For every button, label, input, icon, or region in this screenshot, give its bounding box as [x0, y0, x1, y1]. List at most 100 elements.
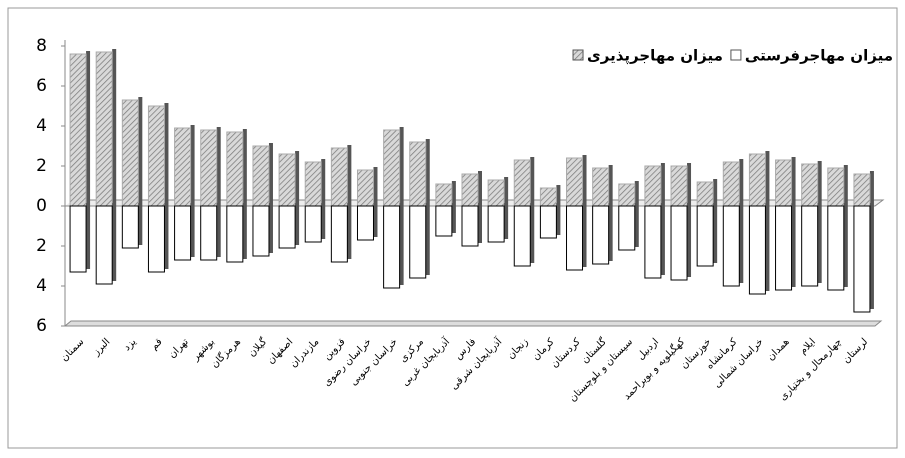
- bar: [487, 205, 505, 243]
- bar: [461, 173, 479, 207]
- bar: [200, 205, 218, 261]
- bar: [539, 187, 557, 207]
- bar: [539, 205, 557, 239]
- bottom-floor: [63, 320, 883, 327]
- bar-side: [478, 171, 482, 203]
- bar: [147, 205, 165, 273]
- bar: [748, 153, 766, 207]
- bar: [121, 99, 139, 207]
- bar-side: [347, 145, 352, 203]
- bar: [748, 205, 766, 295]
- y-tick-label: 8: [36, 36, 47, 56]
- bar-side: [216, 203, 221, 257]
- x-tick-label: زنجان: [505, 336, 530, 361]
- bar-side: [425, 203, 430, 275]
- x-tick-label: هرمزگان: [209, 336, 244, 371]
- frame: [7, 7, 898, 449]
- bar-side: [869, 171, 874, 203]
- y-tick-label: 4: [36, 116, 47, 136]
- bar-side: [112, 49, 117, 203]
- bar-side: [138, 97, 143, 203]
- bar-side: [713, 179, 718, 203]
- bar: [827, 205, 845, 291]
- bar: [226, 131, 244, 207]
- bar: [566, 205, 584, 271]
- bar: [147, 105, 165, 207]
- bar: [226, 205, 244, 263]
- bar: [304, 205, 322, 243]
- bar: [174, 205, 192, 261]
- bar-side: [86, 51, 91, 203]
- bar: [592, 205, 610, 265]
- bar-side: [765, 151, 770, 203]
- bar-side: [425, 139, 430, 203]
- bar: [775, 205, 793, 291]
- bar-side: [530, 157, 535, 203]
- bar: [409, 141, 427, 207]
- bar: [775, 159, 793, 207]
- bar: [121, 205, 139, 249]
- bar-side: [530, 203, 535, 263]
- bar-side: [713, 203, 718, 263]
- bar-side: [660, 163, 665, 203]
- bar-side: [164, 203, 169, 269]
- bar-side: [373, 167, 378, 203]
- bar-side: [190, 125, 195, 203]
- bar: [513, 159, 531, 207]
- bar: [696, 205, 714, 267]
- bar: [356, 205, 374, 241]
- bar-side: [242, 129, 247, 203]
- y-tick-label: 6: [36, 76, 47, 96]
- bar: [383, 205, 401, 289]
- bar: [200, 129, 218, 207]
- bar-side: [164, 103, 169, 203]
- bar: [566, 157, 584, 207]
- bar-side: [869, 203, 874, 309]
- bar: [304, 161, 322, 207]
- bar: [644, 205, 662, 279]
- bar-side: [582, 155, 587, 203]
- bar-side: [504, 177, 509, 203]
- bar: [278, 153, 296, 207]
- bar-side: [347, 203, 352, 259]
- legend-label: میزان مهاجرفرستی: [745, 47, 893, 65]
- bar-side: [321, 203, 326, 239]
- bar-side: [399, 127, 404, 203]
- y-tick-label: 2: [36, 236, 47, 256]
- bar: [461, 205, 479, 247]
- bar-side: [687, 203, 692, 277]
- bar-side: [634, 203, 639, 247]
- bar: [69, 205, 87, 273]
- bar-side: [295, 203, 300, 245]
- bar-side: [791, 203, 796, 287]
- x-tick-label: تهران: [167, 336, 191, 360]
- bar: [644, 165, 662, 207]
- bar: [801, 163, 819, 207]
- bar-side: [582, 203, 587, 267]
- bar: [383, 129, 401, 207]
- bar-side: [451, 203, 456, 233]
- y-tick-label: 0: [36, 196, 47, 216]
- bar-side: [817, 203, 822, 283]
- x-tick-label: مازندران: [288, 336, 321, 369]
- bar: [69, 53, 87, 207]
- bar-side: [321, 159, 326, 203]
- bar: [330, 205, 348, 263]
- bar: [618, 205, 636, 251]
- bar-side: [739, 159, 744, 203]
- bar-side: [138, 203, 143, 245]
- x-tick-label: خراسان جنوبی: [348, 336, 400, 388]
- bar-side: [268, 143, 273, 203]
- x-tick-label: کردستان: [549, 336, 583, 370]
- bar: [252, 205, 270, 257]
- bar: [853, 173, 871, 207]
- y-tick-label: 4: [36, 276, 47, 296]
- legend-swatch: [730, 49, 742, 61]
- bar: [827, 167, 845, 207]
- bar: [435, 205, 453, 237]
- legend-swatch: [572, 49, 584, 61]
- bar-side: [556, 203, 561, 235]
- bar: [670, 165, 688, 207]
- bar: [853, 205, 871, 313]
